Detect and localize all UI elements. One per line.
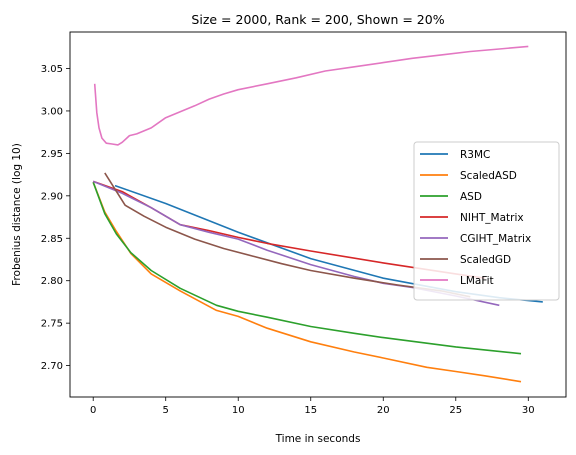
y-tick-label: 2.90 [41, 191, 63, 202]
legend-label: R3MC [460, 149, 490, 161]
legend-label: NIHT_Matrix [460, 212, 524, 224]
x-axis-label: Time in seconds [275, 433, 361, 445]
y-tick-label: 2.85 [41, 234, 63, 245]
y-tick-label: 2.70 [41, 361, 63, 372]
series-line-scaledgd [104, 172, 471, 298]
x-tick-label: 30 [522, 405, 535, 416]
series-line-asd [92, 181, 522, 355]
legend-label: ASD [460, 191, 482, 203]
legend-label: ScaledGD [460, 254, 511, 266]
legend-box [413, 141, 560, 301]
y-tick-label: 3.05 [41, 64, 63, 75]
plot-area [92, 45, 543, 383]
x-axis: 0 5 10 15 20 25 30 [90, 397, 535, 416]
legend: R3MC ScaledASD ASD NIHT_Matrix CGIHT_Matrix S… [413, 141, 560, 301]
plot-frame [69, 31, 567, 398]
x-tick-label: 25 [449, 405, 462, 416]
legend-label: CGIHT_Matrix [460, 233, 531, 245]
y-tick-label: 2.75 [41, 319, 63, 330]
y-tick-label: 2.95 [41, 149, 63, 160]
x-tick-label: 15 [304, 405, 317, 416]
legend-label: ScaledASD [460, 170, 517, 182]
y-tick-label: 2.80 [41, 276, 63, 287]
x-tick-label: 20 [377, 405, 390, 416]
legend-label: LMaFit [460, 275, 494, 287]
x-tick-label: 10 [232, 405, 245, 416]
x-tick-label: 0 [90, 405, 96, 416]
x-tick-label: 5 [163, 405, 169, 416]
chart-title: Size = 2000, Rank = 200, Shown = 20% [191, 12, 444, 27]
y-axis: 2.70 2.75 2.80 2.85 2.90 2.95 3.00 3.05 [41, 64, 70, 372]
y-tick-label: 3.00 [41, 106, 63, 117]
series-line-lmafit [93, 45, 529, 146]
y-axis-label: Frobenius distance (log 10) [11, 143, 23, 286]
